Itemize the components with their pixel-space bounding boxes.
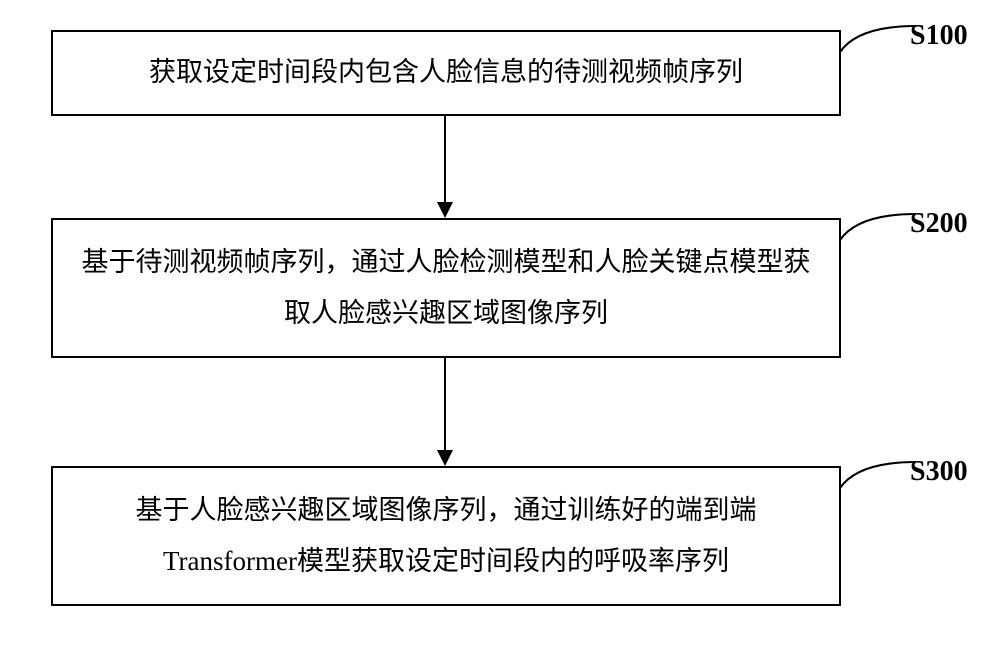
step-box-s300: 基于人脸感兴趣区域图像序列，通过训练好的端到端Transformer模型获取设定… (51, 466, 841, 606)
step-text-s200: 基于待测视频帧序列，通过人脸检测模型和人脸关键点模型获取人脸感兴趣区域图像序列 (81, 237, 811, 340)
label-connector-s300 (838, 460, 918, 490)
step-box-s200: 基于待测视频帧序列，通过人脸检测模型和人脸关键点模型获取人脸感兴趣区域图像序列 (51, 218, 841, 358)
flowchart-diagram: 获取设定时间段内包含人脸信息的待测视频帧序列 S100 基于待测视频帧序列，通过… (0, 0, 1000, 668)
step-text-s100: 获取设定时间段内包含人脸信息的待测视频帧序列 (149, 47, 743, 98)
step-label-s200: S200 (910, 208, 968, 240)
step-box-s100: 获取设定时间段内包含人脸信息的待测视频帧序列 (51, 30, 841, 116)
label-connector-s100 (838, 24, 918, 54)
step-label-s300: S300 (910, 456, 968, 488)
arrow-s200-s300 (435, 358, 455, 466)
step-text-s300: 基于人脸感兴趣区域图像序列，通过训练好的端到端Transformer模型获取设定… (81, 485, 811, 588)
step-label-s100: S100 (910, 20, 968, 52)
label-connector-s200 (838, 212, 918, 242)
arrow-s100-s200 (435, 116, 455, 218)
